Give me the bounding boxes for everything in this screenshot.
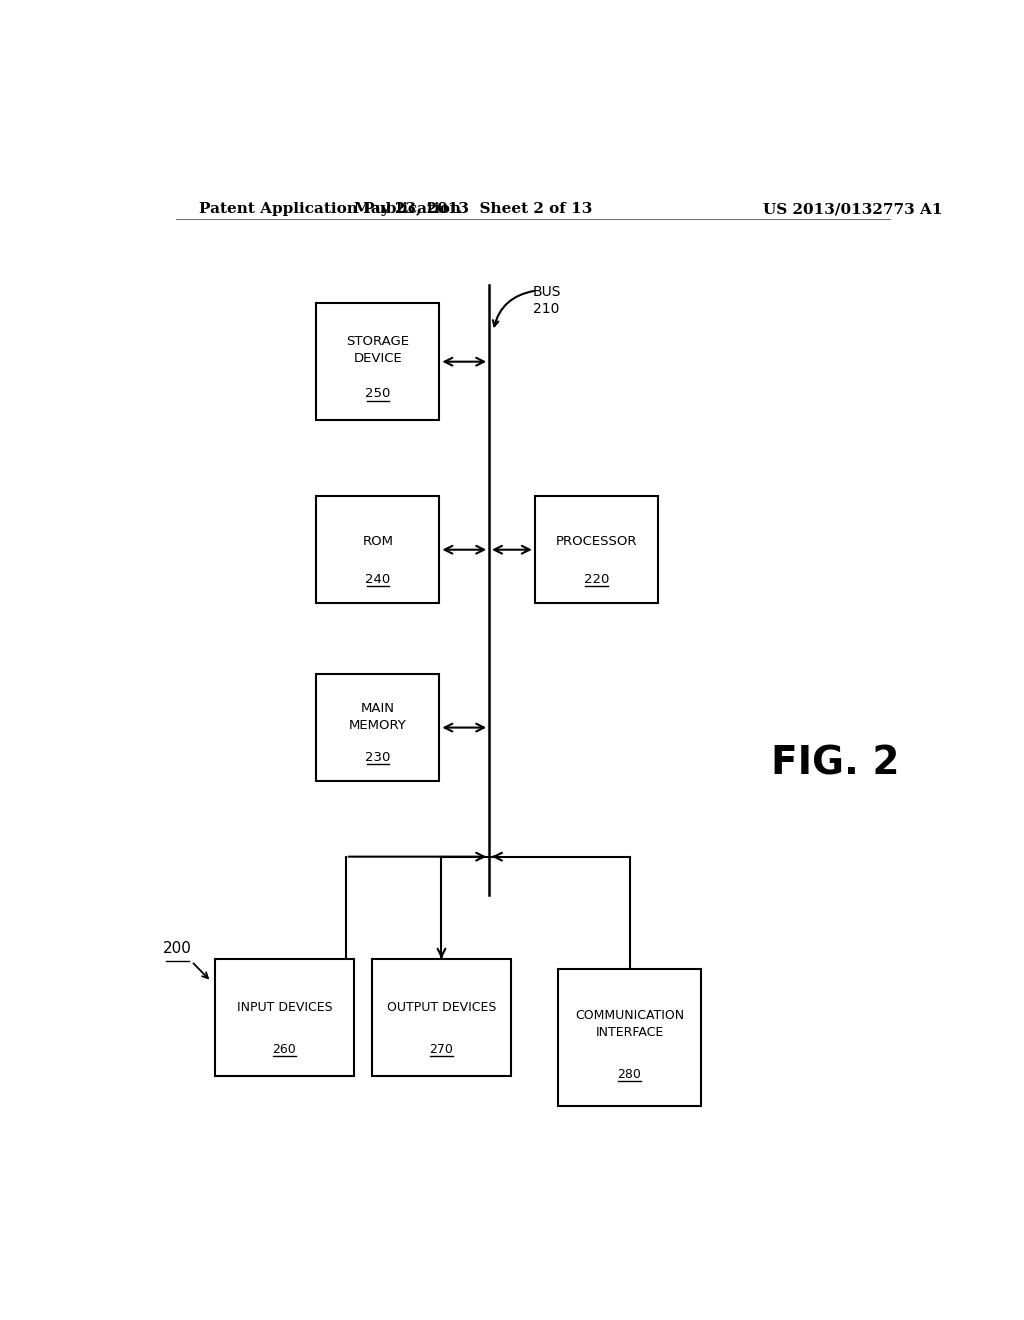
Text: 260: 260 xyxy=(272,1043,296,1056)
Text: PROCESSOR: PROCESSOR xyxy=(555,535,637,548)
Text: 270: 270 xyxy=(429,1043,454,1056)
Bar xyxy=(535,496,657,603)
Bar xyxy=(316,304,439,420)
Text: INPUT DEVICES: INPUT DEVICES xyxy=(237,1002,332,1014)
Text: FIG. 2: FIG. 2 xyxy=(771,744,899,783)
Text: 220: 220 xyxy=(584,573,609,586)
Bar xyxy=(372,958,511,1076)
Text: MAIN
MEMORY: MAIN MEMORY xyxy=(349,702,407,733)
Text: BUS
210: BUS 210 xyxy=(532,285,561,315)
Text: 230: 230 xyxy=(366,751,391,764)
Text: May 23, 2013  Sheet 2 of 13: May 23, 2013 Sheet 2 of 13 xyxy=(354,202,593,216)
Text: 240: 240 xyxy=(366,573,390,586)
Bar xyxy=(215,958,353,1076)
Text: 200: 200 xyxy=(163,941,191,956)
Text: COMMUNICATION
INTERFACE: COMMUNICATION INTERFACE xyxy=(575,1008,684,1039)
Bar xyxy=(316,496,439,603)
Text: 280: 280 xyxy=(617,1068,641,1081)
Text: ROM: ROM xyxy=(362,535,393,548)
Text: STORAGE
DEVICE: STORAGE DEVICE xyxy=(346,335,410,366)
Bar xyxy=(316,675,439,781)
Bar xyxy=(558,969,701,1106)
Text: US 2013/0132773 A1: US 2013/0132773 A1 xyxy=(763,202,942,216)
Text: OUTPUT DEVICES: OUTPUT DEVICES xyxy=(387,1002,497,1014)
Text: Patent Application Publication: Patent Application Publication xyxy=(200,202,462,216)
Text: 250: 250 xyxy=(366,387,391,400)
